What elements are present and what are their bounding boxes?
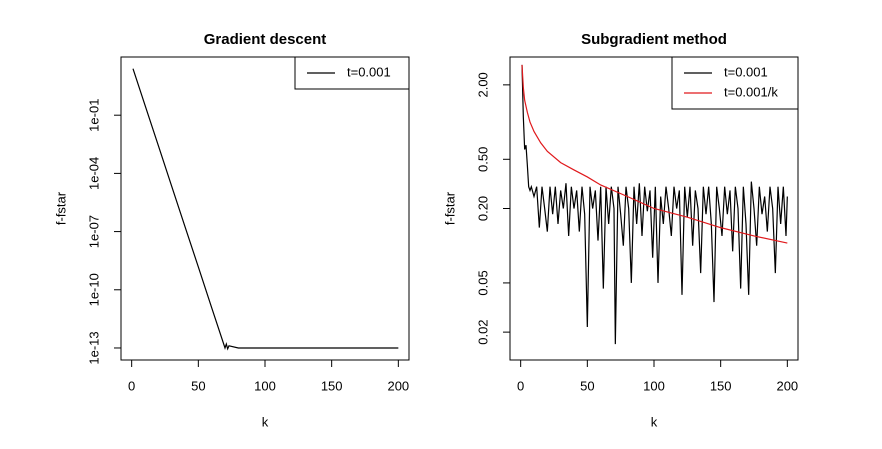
data-line bbox=[132, 68, 399, 351]
x-tick-label: 200 bbox=[387, 378, 409, 393]
y-tick-label: 0.50 bbox=[475, 147, 490, 172]
y-tick-label: 1e-10 bbox=[86, 273, 101, 306]
panel: Subgradient method k f-fstar 0 50 100 150 200 2.… bbox=[442, 31, 799, 429]
legend-label: t=0.001 bbox=[347, 64, 391, 79]
x-tick-label: 100 bbox=[254, 378, 276, 393]
legend-box bbox=[671, 56, 799, 110]
data-line bbox=[521, 64, 788, 244]
x-tick-label: 0 bbox=[128, 378, 135, 393]
x-tick-label: 0 bbox=[517, 378, 524, 393]
x-axis-label: k bbox=[262, 414, 269, 429]
x-tick-label: 150 bbox=[321, 378, 343, 393]
y-tick-label: 1e-04 bbox=[86, 157, 101, 190]
x-tick-label: 200 bbox=[776, 378, 798, 393]
x-tick-label: 150 bbox=[710, 378, 732, 393]
y-tick-label: 0.20 bbox=[475, 196, 490, 221]
legend-label: t=0.001 bbox=[724, 64, 768, 79]
legend-label: t=0.001/k bbox=[724, 84, 778, 99]
y-tick-label: 1e-01 bbox=[86, 99, 101, 132]
plot-frame bbox=[120, 56, 410, 361]
x-tick-label: 50 bbox=[580, 378, 594, 393]
x-tick-label: 50 bbox=[191, 378, 205, 393]
chart-title: Gradient descent bbox=[204, 31, 327, 48]
y-tick-label: 0.05 bbox=[475, 270, 490, 295]
y-tick-label: 2.00 bbox=[475, 72, 490, 97]
y-tick-label: 0.02 bbox=[475, 319, 490, 344]
y-axis-label: f-fstar bbox=[442, 191, 457, 225]
x-tick-label: 100 bbox=[643, 378, 665, 393]
data-line bbox=[521, 64, 788, 345]
y-tick-label: 1e-07 bbox=[86, 215, 101, 248]
panel: Gradient descent k f-fstar 0 50 100 150 200 1e-0… bbox=[53, 31, 410, 429]
chart-title: Subgradient method bbox=[581, 31, 727, 48]
y-tick-label: 1e-13 bbox=[86, 331, 101, 364]
y-axis-label: f-fstar bbox=[53, 191, 68, 225]
x-axis-label: k bbox=[651, 414, 658, 429]
